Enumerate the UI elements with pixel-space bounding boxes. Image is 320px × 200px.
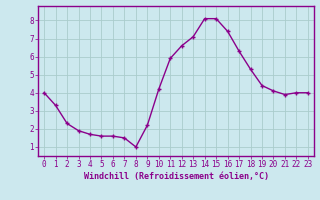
X-axis label: Windchill (Refroidissement éolien,°C): Windchill (Refroidissement éolien,°C) — [84, 172, 268, 181]
